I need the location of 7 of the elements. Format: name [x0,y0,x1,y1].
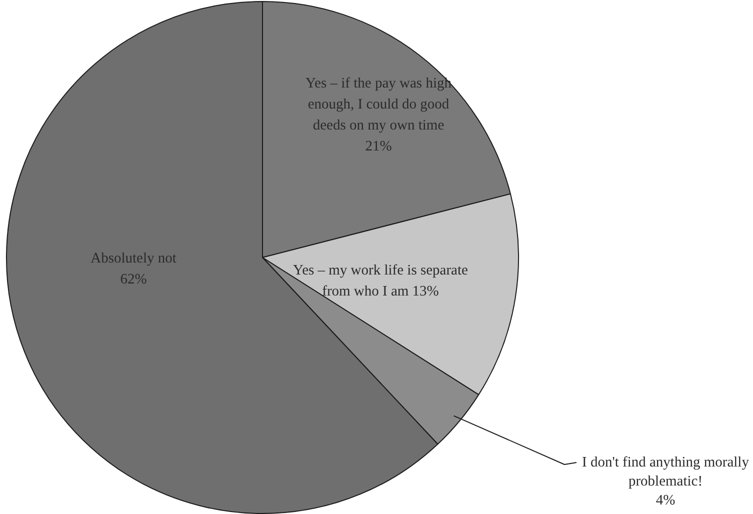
slice-label: I don't find anything morally problematic! [582,454,750,490]
data-label: 21% [365,138,392,154]
data-label: 4% [656,492,676,508]
slice-label: Absolutely not [90,250,176,266]
slice-label: Yes – my work life is separate from who I am 13% [293,262,468,300]
data-label: 62% [120,272,147,288]
slice-label: Yes – if the pay was high enough, I could do good deeds on my own time [306,76,452,134]
